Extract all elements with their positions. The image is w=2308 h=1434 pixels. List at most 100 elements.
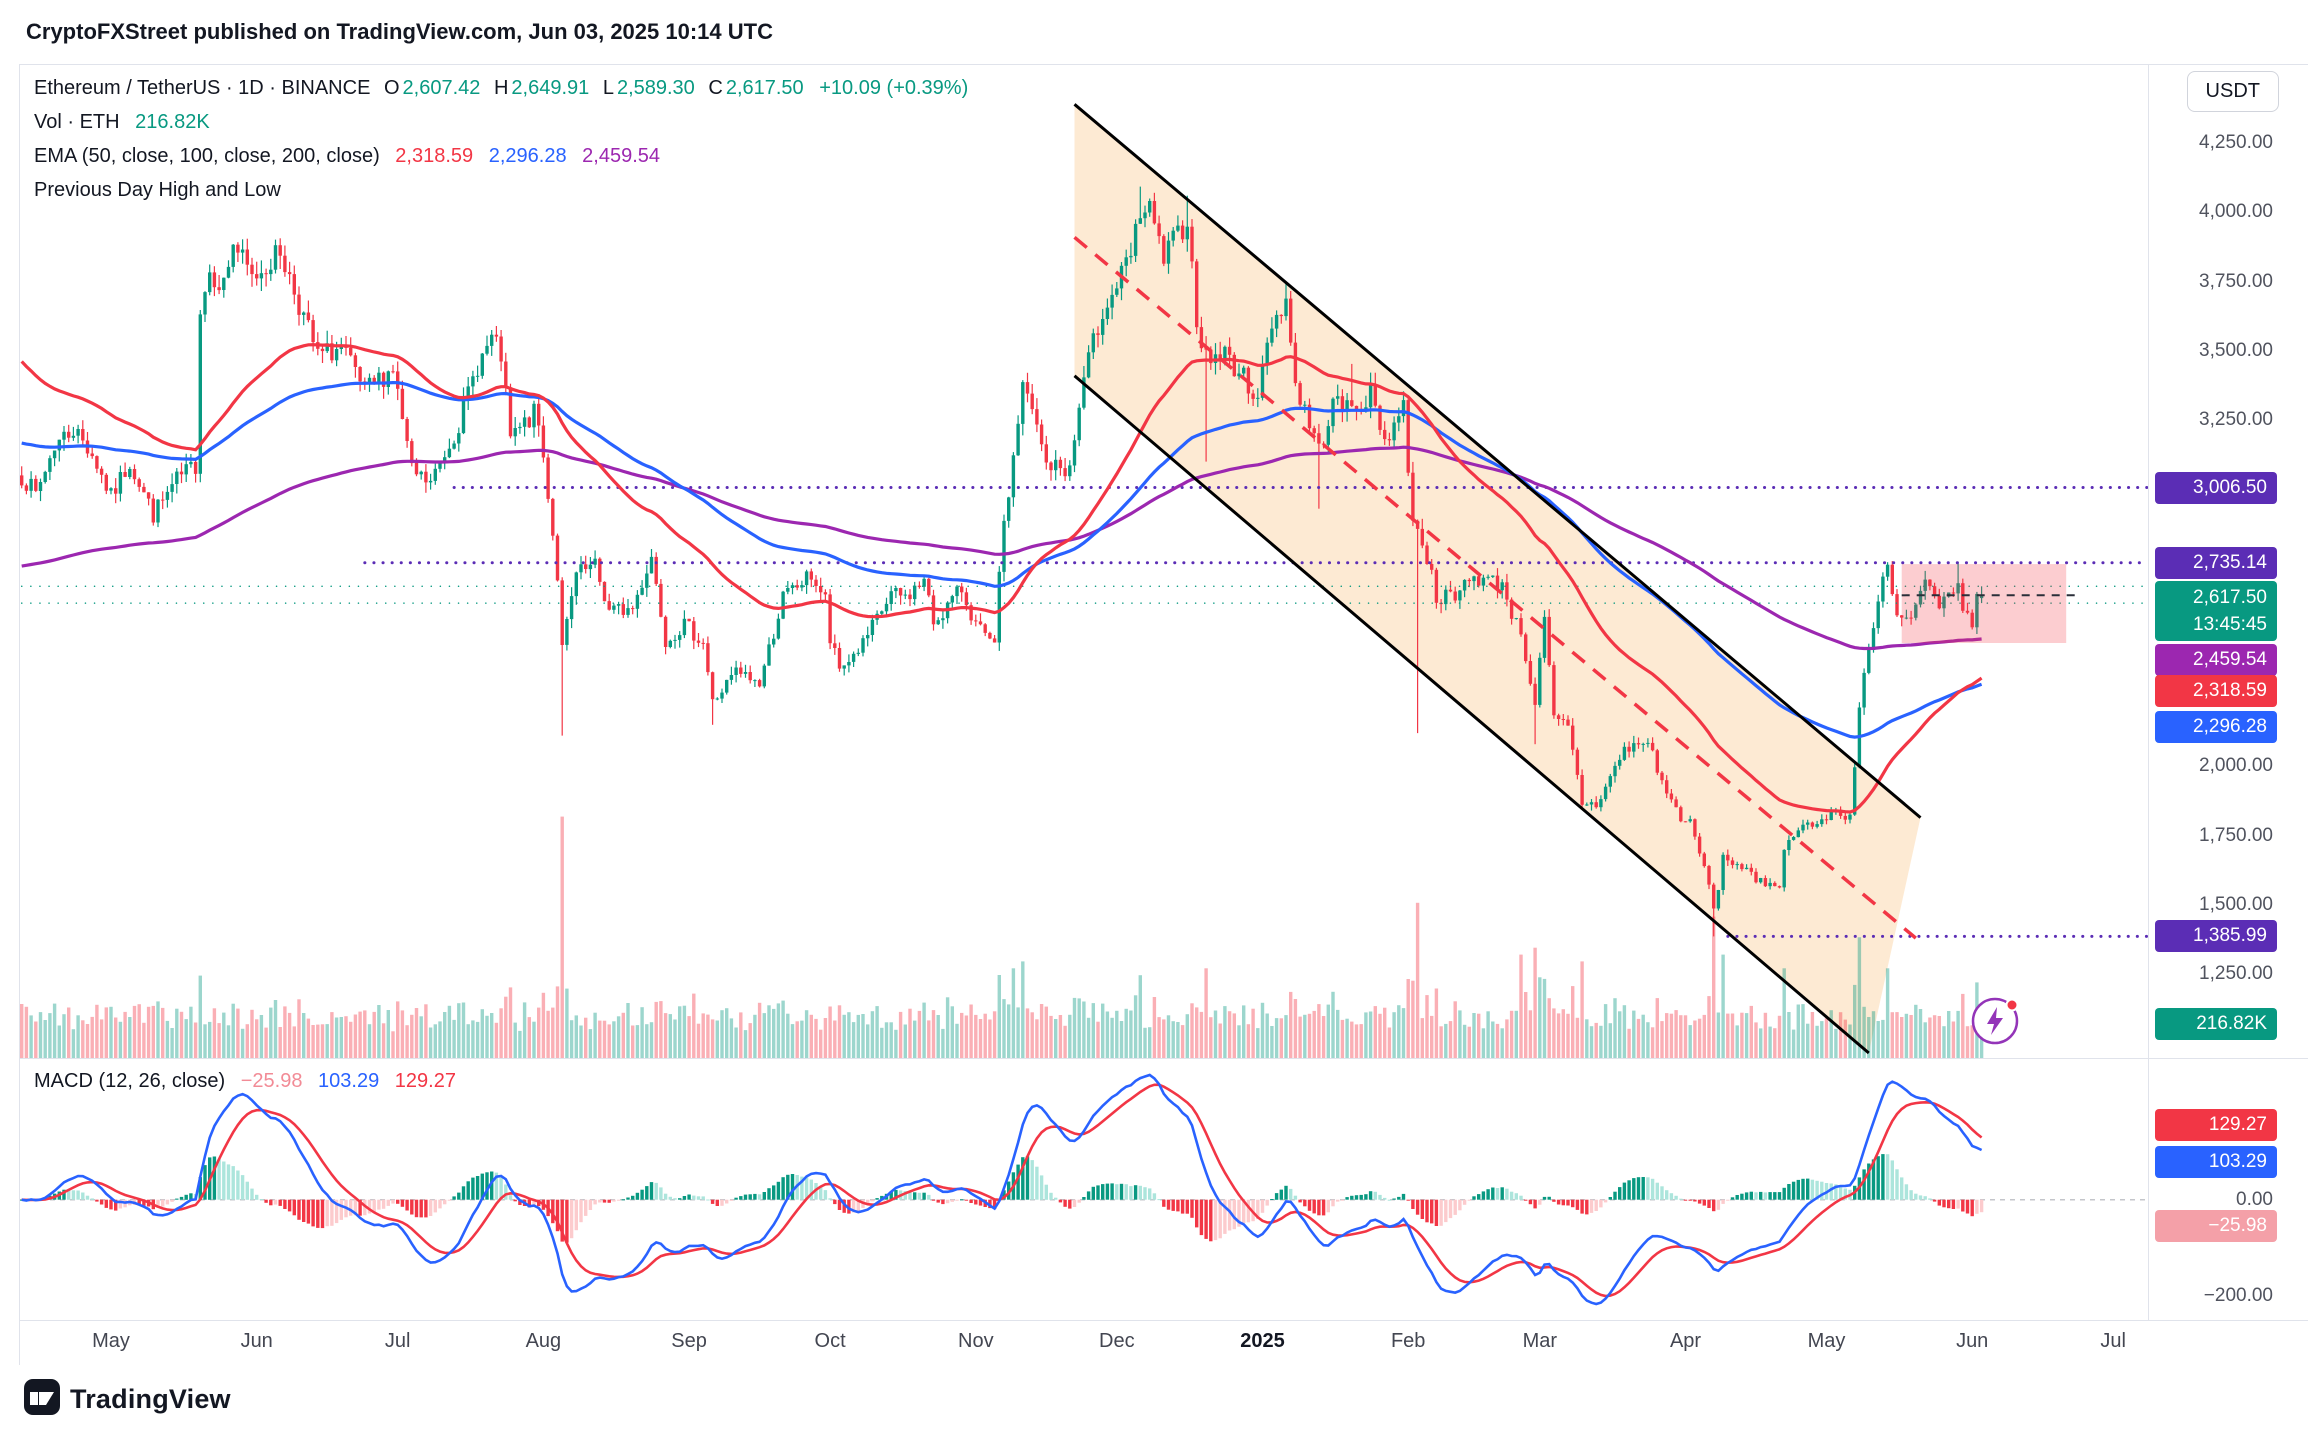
macd-histogram-bar — [1561, 1199, 1565, 1206]
macd-histogram-bar — [1646, 1177, 1650, 1200]
macd-histogram-bar — [513, 1199, 517, 1202]
candle-body — [1326, 426, 1330, 445]
macd-histogram-bar — [584, 1199, 588, 1216]
volume-bar — [240, 1028, 245, 1058]
candle-body — [452, 443, 456, 449]
macd-histogram-bar — [405, 1199, 409, 1211]
volume-bar — [367, 1024, 372, 1058]
macd-histogram-bar — [645, 1186, 649, 1200]
macd-histogram-bar — [1138, 1185, 1142, 1200]
price-level-badge: 2,735.14 — [2155, 546, 2277, 579]
price-axis[interactable]: USDT 4,250.00 4,000.00 3,750.00 3,500.00 3,2… — [2149, 65, 2308, 1320]
volume-bar — [508, 987, 513, 1058]
macd-pane-plot[interactable] — [20, 1059, 2148, 1320]
macd-histogram-bar — [1937, 1199, 1941, 1206]
candle-body — [701, 642, 705, 644]
candle-body — [1500, 582, 1504, 591]
macd-line[interactable] — [21, 1073, 1983, 1306]
volume-bar — [414, 1008, 419, 1058]
candle-body — [71, 435, 76, 438]
prevday-label[interactable]: Previous Day High and Low — [34, 179, 281, 201]
candle-body — [847, 662, 851, 666]
time-axis-label: Sep — [671, 1330, 707, 1352]
macd-signal-line[interactable] — [21, 1083, 1983, 1298]
volume-bar — [1787, 1012, 1791, 1058]
candle-body — [1509, 599, 1514, 619]
candle-body — [1350, 400, 1354, 406]
volume-bar — [217, 1023, 221, 1058]
macd-histogram-bar — [668, 1196, 672, 1200]
volume-bar — [922, 1002, 926, 1058]
ema100-line[interactable] — [21, 380, 1983, 739]
candle-body — [1552, 665, 1556, 716]
macd-histogram-bar — [1702, 1199, 1706, 1206]
volume-bar — [1618, 1011, 1622, 1058]
currency-toggle-button[interactable]: USDT — [2186, 71, 2279, 112]
candle-body — [231, 244, 235, 267]
channel-midline-dashed[interactable] — [1073, 235, 1917, 940]
candle-body — [76, 429, 80, 436]
volume-bar — [710, 1019, 715, 1058]
volume-bar — [1857, 937, 1862, 1058]
macd-histogram-bar — [1133, 1185, 1138, 1200]
candle-body — [1707, 866, 1711, 885]
volume-bar — [1735, 1025, 1739, 1058]
volume-bar — [1674, 1010, 1678, 1058]
candle-body — [1782, 849, 1786, 888]
macd-histogram-bar — [856, 1199, 860, 1212]
volume-bar — [1270, 1026, 1274, 1058]
volume-bar — [767, 1005, 771, 1058]
footer: TradingView — [0, 1365, 2308, 1434]
candle-body — [1961, 583, 1965, 611]
time-axis-label: Feb — [1390, 1330, 1426, 1352]
volume-bar — [1091, 1003, 1095, 1058]
volume-bar — [1524, 992, 1528, 1058]
macd-histogram-bar — [95, 1199, 99, 1202]
candle-body — [1336, 396, 1340, 399]
macd-histogram-bar — [612, 1199, 616, 1202]
ema200-line[interactable] — [21, 445, 1982, 651]
volume-bar — [574, 1015, 578, 1058]
candle-body — [804, 571, 809, 586]
volume-bar — [696, 1023, 701, 1058]
macd-histogram-bar — [1195, 1199, 1199, 1228]
channel-lower-line[interactable] — [1073, 374, 1870, 1055]
macd-label[interactable]: MACD (12, 26, close) — [34, 1070, 226, 1092]
candle-body — [654, 556, 658, 584]
macd-histogram-bar — [1712, 1199, 1716, 1212]
macd-value-badge: 129.27 — [2155, 1109, 2277, 1142]
volume-bar — [1716, 1012, 1721, 1058]
macd-histogram-bar — [1514, 1193, 1518, 1200]
volume-bar — [1754, 1022, 1758, 1058]
volume-bar — [179, 1011, 184, 1058]
macd-histogram-bar — [1448, 1199, 1453, 1219]
volume-bar — [57, 1025, 61, 1058]
volume-bar — [1970, 1025, 1974, 1058]
channel-upper-line[interactable] — [1073, 103, 1922, 819]
ema-label[interactable]: EMA (50, close, 100, close, 200, close) — [34, 145, 380, 167]
candle-body — [334, 349, 339, 361]
highlight-zone-box[interactable] — [1901, 564, 2067, 643]
volume-bar — [1364, 1012, 1368, 1058]
volume-bar — [1519, 954, 1523, 1058]
time-axis[interactable]: May Jun Jul Aug Sep Oct Nov Dec 2025 Feb Mar Apr May… — [20, 1321, 2148, 1364]
pane-separator[interactable] — [20, 1058, 2308, 1059]
volume-bar — [1148, 1027, 1152, 1058]
candle-body — [729, 675, 734, 680]
price-pane-plot[interactable] — [20, 65, 2148, 1058]
macd-histogram-bar — [1157, 1199, 1161, 1201]
volume-label[interactable]: Vol · ETH — [34, 111, 120, 133]
macd-histogram-bar — [969, 1199, 973, 1203]
macd-histogram-bar — [1058, 1199, 1063, 1203]
symbol-title[interactable]: Ethereum / TetherUS · 1D · BINANCE — [34, 77, 371, 99]
macd-histogram-bar — [828, 1198, 832, 1200]
candle-body — [941, 618, 945, 621]
tradingview-brand[interactable]: TradingView — [70, 1384, 231, 1414]
candle-body — [292, 274, 296, 295]
candle-body — [1514, 618, 1518, 620]
candle-body — [1180, 225, 1185, 240]
volume-bar — [1138, 975, 1142, 1058]
ema50-line[interactable] — [20, 343, 1983, 814]
tradingview-logo-icon[interactable] — [24, 1379, 60, 1420]
boost-button[interactable] — [1970, 994, 2022, 1046]
